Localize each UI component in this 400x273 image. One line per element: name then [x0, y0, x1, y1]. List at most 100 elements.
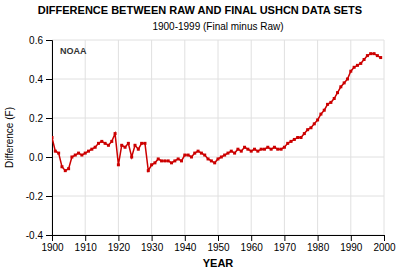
point: [107, 144, 110, 147]
tick-mark: [251, 235, 252, 241]
point: [157, 157, 160, 160]
tick-mark: [46, 196, 52, 197]
point: [336, 91, 339, 94]
tick: 1980: [307, 235, 330, 253]
point: [150, 163, 153, 166]
point: [160, 159, 163, 162]
tick-mark: [185, 235, 186, 241]
tick-label: 1900: [41, 242, 64, 253]
point: [100, 140, 103, 143]
point: [260, 148, 263, 151]
point: [349, 70, 352, 73]
point: [379, 56, 382, 59]
tick: 0.6: [29, 35, 52, 46]
point: [346, 78, 349, 81]
tick: 0.4: [29, 74, 52, 85]
tick-label: -0.4: [26, 230, 44, 241]
grid-line: [85, 40, 86, 235]
tick-label: 2000: [373, 242, 396, 253]
x-axis-title: YEAR: [203, 257, 234, 269]
grid-line: [317, 40, 318, 235]
point: [57, 152, 60, 155]
point: [306, 128, 309, 131]
point: [226, 152, 229, 155]
point: [70, 156, 73, 159]
point: [190, 156, 193, 159]
tick-mark: [46, 157, 52, 158]
point: [114, 132, 117, 135]
point: [233, 152, 236, 155]
point: [273, 146, 276, 149]
point: [80, 154, 83, 157]
tick-label: 1970: [274, 242, 297, 253]
grid-line: [384, 40, 385, 235]
point: [253, 148, 256, 151]
grid-line: [218, 40, 219, 235]
tick: 1990: [340, 235, 363, 253]
tick: 1930: [141, 235, 164, 253]
axis-line: [46, 41, 53, 236]
point: [369, 52, 372, 55]
point: [246, 148, 249, 151]
y-axis-title: Difference (F): [4, 107, 15, 168]
point: [353, 66, 356, 69]
point: [84, 152, 87, 155]
tick: -0.2: [26, 191, 52, 202]
point: [333, 97, 336, 100]
tick-mark: [152, 235, 153, 241]
grid: [52, 40, 384, 235]
point: [280, 148, 283, 151]
point: [117, 163, 120, 166]
point: [343, 81, 346, 84]
point: [256, 150, 259, 153]
tick-mark: [384, 235, 385, 241]
tick: -0.4: [26, 230, 52, 241]
point: [60, 165, 63, 168]
subtitle: 1900-1999 (Final minus Raw): [152, 21, 283, 32]
tick: 1940: [174, 235, 197, 253]
point: [120, 144, 123, 147]
point: [207, 157, 210, 160]
tick-label: 1940: [174, 242, 197, 253]
point: [223, 154, 226, 157]
point: [97, 142, 100, 145]
tick-label: 1920: [108, 242, 131, 253]
point: [356, 64, 359, 67]
tick-label: 1980: [307, 242, 330, 253]
point: [134, 144, 137, 147]
point: [64, 169, 67, 172]
point: [87, 150, 90, 153]
point: [104, 142, 107, 145]
point: [276, 148, 279, 151]
point: [316, 118, 319, 121]
point: [366, 54, 369, 57]
tick-mark: [218, 235, 219, 241]
point: [376, 54, 379, 57]
point: [220, 156, 223, 159]
tick-label: 0.0: [29, 152, 43, 163]
point: [94, 146, 97, 149]
point: [303, 132, 306, 135]
tick-label: 0.6: [29, 35, 43, 46]
point: [137, 148, 140, 151]
point: [300, 136, 303, 139]
grid-line: [118, 40, 119, 235]
point: [290, 140, 293, 143]
axis-line: [53, 236, 385, 242]
point: [359, 62, 362, 65]
tick: 0.0: [29, 152, 52, 163]
point: [67, 167, 70, 170]
point: [213, 161, 216, 164]
tick-label: 1950: [207, 242, 230, 253]
point: [183, 154, 186, 157]
point: [54, 150, 57, 153]
point: [363, 58, 366, 61]
point: [230, 150, 233, 153]
point: [339, 85, 342, 88]
tick: 1970: [274, 235, 297, 253]
point: [197, 150, 200, 153]
point: [309, 126, 312, 129]
tick-label: 0.4: [29, 74, 43, 85]
point: [240, 150, 243, 153]
point: [177, 157, 180, 160]
